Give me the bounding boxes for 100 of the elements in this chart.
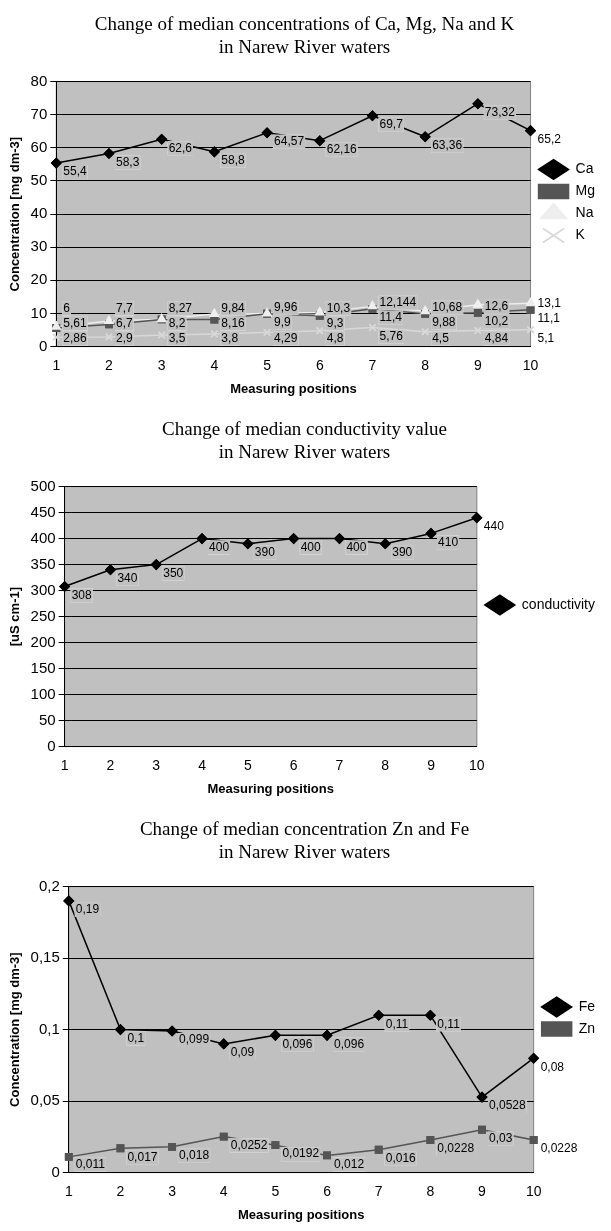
data-label: 0,096 (282, 1036, 313, 1051)
x-tick-label: 8 (381, 756, 390, 773)
data-label: 0,0228 (540, 1141, 578, 1156)
text: in Narew River waters (218, 441, 391, 463)
y-tick-label: 20 (30, 270, 48, 288)
x-tick-label: 4 (210, 356, 219, 373)
data-label: 390 (254, 545, 276, 560)
y-tick-label: 10 (30, 303, 48, 321)
data-label: 12,6 (484, 299, 509, 314)
x-tick-label: 6 (315, 356, 324, 373)
text: Change of median conductivity value (162, 418, 447, 440)
y-tick-label: 30 (30, 237, 48, 255)
data-label: 9,9 (274, 315, 292, 330)
x-axis-title: Measuring positions (230, 380, 357, 396)
data-label: 0,11 (385, 1016, 409, 1031)
data-label: 55,4 (63, 164, 87, 179)
x-tick-label: 9 (427, 756, 436, 773)
data-label: 4,84 (484, 330, 509, 345)
data-label: 0,0192 (282, 1146, 320, 1161)
x-tick-label: 9 (478, 1182, 487, 1199)
data-label: 8,27 (168, 300, 193, 315)
legend-label: Fe (578, 997, 596, 1014)
legend-label: K (575, 226, 586, 243)
data-label: 4,8 (326, 330, 344, 345)
x-tick-label: 10 (522, 356, 539, 373)
data-label: 308 (71, 587, 92, 602)
y-tick-label: 0 (51, 1162, 60, 1180)
y-tick-label: 500 (30, 476, 56, 494)
data-label: 0,0252 (230, 1137, 268, 1152)
data-label: 13,1 (537, 296, 562, 311)
text: in Narew River waters (218, 36, 391, 58)
x-axis-title: Measuring positions (238, 1206, 365, 1222)
y-tick-label: 0,05 (30, 1091, 60, 1109)
x-tick-label: 4 (198, 756, 207, 773)
data-label: 63,36 (432, 138, 463, 153)
y-tick-label: 0,2 (38, 876, 60, 894)
legend-label: conductivity (521, 595, 596, 612)
data-label: 64,57 (274, 134, 305, 149)
data-label: 0,017 (127, 1149, 158, 1164)
legend-label: Na (575, 204, 594, 221)
data-label: 58,3 (115, 154, 140, 169)
y-tick-label: 80 (30, 71, 48, 89)
x-tick-label: 7 (368, 356, 377, 373)
x-tick-label: 3 (157, 356, 166, 373)
data-label: 5,61 (63, 315, 87, 330)
data-label: 0,19 (75, 902, 100, 917)
x-tick-label: 5 (243, 756, 252, 773)
y-tick-label: 0,15 (30, 948, 60, 966)
y-tick-label: 50 (30, 171, 48, 189)
y-tick-label: 50 (38, 710, 56, 728)
data-label: 0,03 (489, 1131, 513, 1146)
data-label: 0,0528 (489, 1098, 527, 1113)
text: Change of median concentrations of Ca, Mg, Na and K (94, 13, 515, 35)
data-label: 5,1 (537, 330, 555, 345)
data-label: 390 (392, 545, 413, 560)
data-label: 7,7 (115, 300, 133, 315)
x-tick-label: 1 (60, 756, 69, 773)
text: Change of median concentration Zn and Fe (139, 818, 470, 840)
data-label: 62,6 (168, 140, 193, 155)
x-axis-title: Measuring positions (207, 780, 334, 796)
x-tick-label: 6 (323, 1182, 332, 1199)
data-label: 0,09 (230, 1045, 255, 1060)
data-label: 400 (346, 539, 367, 554)
legend-label: Zn (578, 1019, 596, 1036)
y-tick-label: 40 (30, 204, 48, 222)
y-tick-label: 60 (30, 137, 48, 155)
x-tick-label: 3 (168, 1182, 177, 1199)
x-tick-label: 2 (105, 356, 114, 373)
data-label: 0,099 (179, 1032, 210, 1047)
data-label: 0,08 (540, 1059, 565, 1074)
data-label: 12,144 (379, 295, 417, 310)
y-axis-title: Concentration [mg dm-3] (7, 952, 23, 1107)
data-label: 9,3 (326, 315, 344, 330)
data-label: 6,7 (115, 315, 133, 330)
x-tick-label: 8 (421, 356, 430, 373)
data-label: 4,5 (432, 330, 450, 345)
x-tick-label: 3 (152, 756, 161, 773)
text: in Narew River waters (218, 841, 391, 863)
data-label: 0,016 (385, 1151, 417, 1166)
x-tick-label: 7 (374, 1182, 383, 1199)
data-label: 10,3 (326, 300, 351, 315)
data-label: 0,1 (127, 1030, 145, 1045)
data-label: 58,8 (221, 153, 246, 168)
x-tick-label: 10 (525, 1182, 542, 1199)
y-tick-label: 350 (30, 554, 56, 572)
data-label: 0,0228 (437, 1141, 475, 1156)
data-label: 2,86 (63, 330, 87, 345)
data-label: 0,096 (334, 1036, 365, 1051)
y-tick-label: 200 (30, 632, 56, 650)
x-tick-label: 5 (271, 1182, 280, 1199)
y-tick-label: 0,1 (38, 1019, 60, 1037)
data-label: 8,2 (168, 315, 186, 330)
data-label: 3,8 (221, 330, 239, 345)
data-label: 400 (209, 539, 230, 554)
x-tick-label: 7 (335, 756, 344, 773)
y-axis-title: Concentration [mg dm-3] (7, 136, 23, 292)
data-label: 9,84 (221, 300, 246, 315)
data-label: 11,1 (537, 311, 561, 326)
y-tick-label: 400 (30, 528, 56, 546)
data-label: 0,012 (334, 1156, 365, 1171)
